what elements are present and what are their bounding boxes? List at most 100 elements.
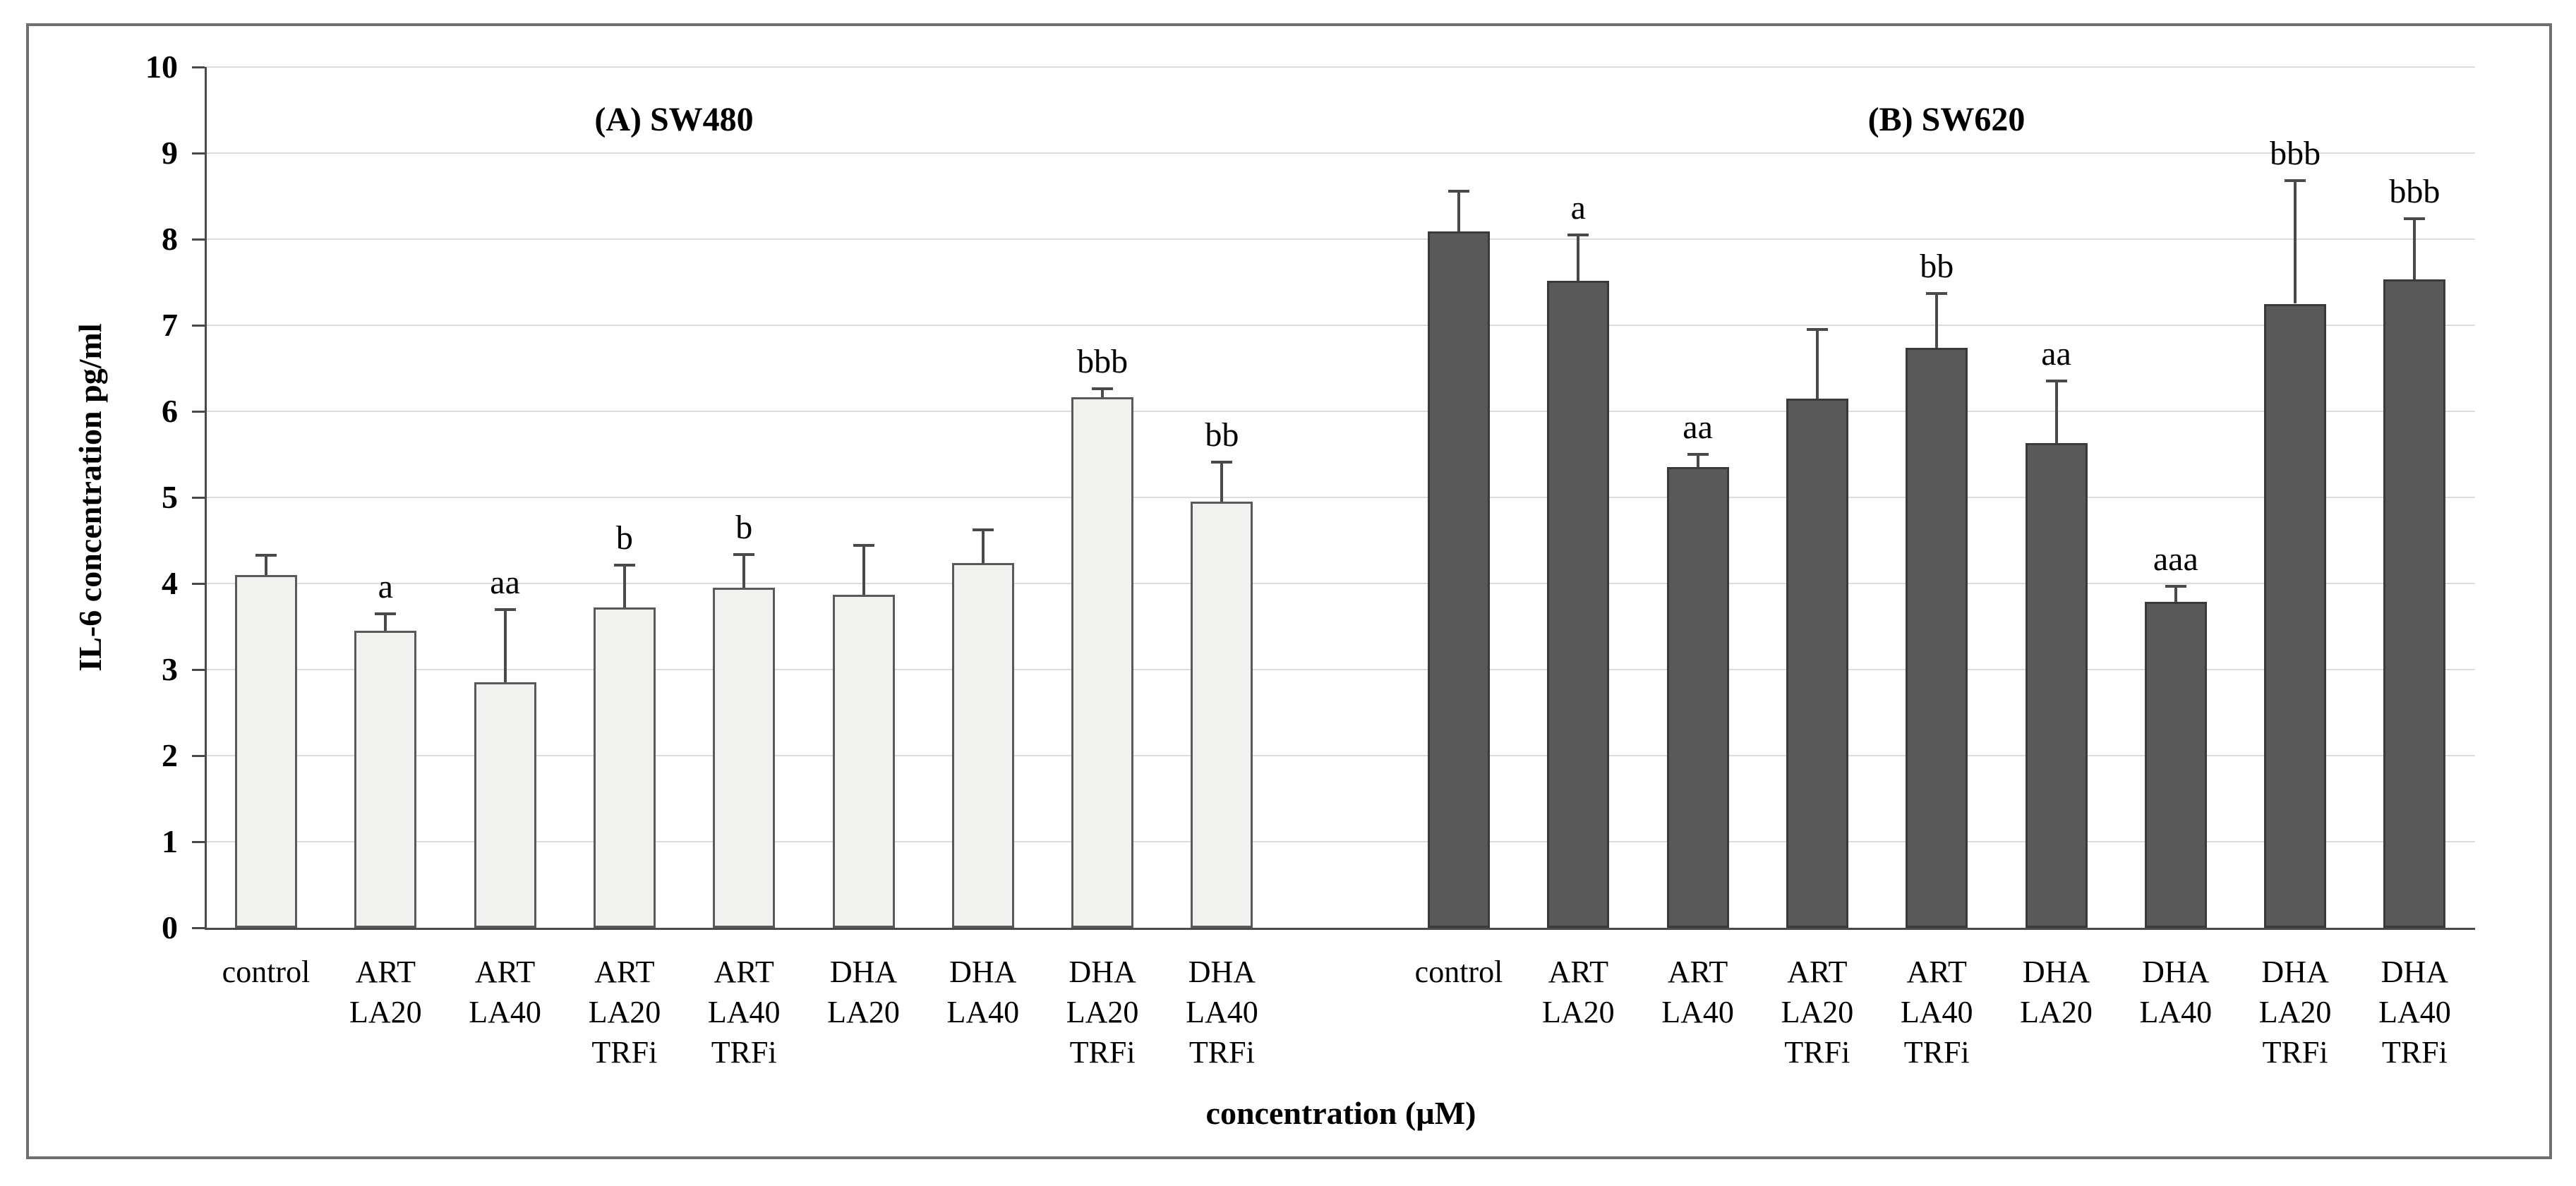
gridline — [205, 755, 2475, 756]
bar — [593, 607, 656, 928]
gridline — [205, 152, 2475, 154]
y-axis-tick — [192, 238, 205, 241]
y-tick-label: 7 — [162, 307, 178, 343]
bar — [832, 594, 895, 928]
error-bar-cap — [733, 552, 755, 556]
significance-label: bbb — [1077, 343, 1128, 381]
y-tick-label: 8 — [162, 221, 178, 257]
error-bar-cap — [2165, 584, 2186, 588]
y-axis-tick — [192, 841, 205, 843]
error-bar-stem — [1577, 234, 1580, 281]
error-bar-cap — [613, 564, 635, 567]
x-tick-label: DHA LA20 TRFi — [2258, 955, 2332, 1070]
y-axis-tick — [192, 755, 205, 757]
significance-label: aa — [1683, 409, 1713, 446]
significance-label: bbb — [2270, 135, 2321, 173]
error-bar-cap — [2285, 179, 2306, 183]
error-bar-cap — [255, 553, 277, 557]
bar — [1428, 231, 1490, 928]
bar — [474, 682, 536, 928]
x-tick-label: ART LA20 — [1541, 955, 1615, 1029]
x-tick-label: DHA LA40 — [2139, 955, 2213, 1029]
figure-border — [26, 23, 2552, 1159]
bar — [2144, 601, 2207, 928]
x-tick-label: DHA LA40 — [946, 955, 1020, 1029]
bar — [1071, 397, 1134, 928]
error-bar-cap — [853, 544, 874, 547]
error-bar-cap — [1448, 189, 1469, 193]
bar — [951, 562, 1014, 928]
x-tick-label: ART LA20 TRFi — [588, 955, 661, 1070]
x-tick-label: ART LA20 — [349, 955, 422, 1029]
gridline — [205, 497, 2475, 498]
bar — [1547, 280, 1610, 928]
x-tick-label: DHA LA40 TRFi — [1186, 955, 1258, 1070]
error-bar-stem — [2413, 218, 2416, 280]
error-bar-cap — [1687, 453, 1709, 456]
y-tick-label: 6 — [162, 393, 178, 429]
x-tick-label: DHA LA40 TRFi — [2378, 955, 2451, 1070]
error-bar-cap — [1092, 387, 1114, 391]
significance-label: b — [615, 519, 633, 557]
y-tick-label: 2 — [162, 737, 178, 773]
y-axis-tick — [192, 927, 205, 929]
x-tick-label: ART LA40 — [469, 955, 541, 1029]
error-bar-stem — [1935, 293, 1939, 348]
bar — [235, 574, 297, 928]
bar — [1666, 467, 1729, 928]
y-tick-label: 5 — [162, 479, 178, 515]
error-bar-stem — [1220, 461, 1224, 502]
y-axis-tick — [192, 66, 205, 68]
significance-label: b — [735, 508, 753, 546]
gridline — [205, 325, 2475, 326]
y-axis-tick — [192, 325, 205, 327]
error-bar-stem — [2054, 381, 2058, 444]
significance-label: aaa — [2153, 540, 2198, 578]
error-bar-stem — [1457, 190, 1460, 231]
x-tick-label: ART LA20 TRFi — [1781, 955, 1854, 1070]
error-bar-cap — [1806, 328, 1828, 332]
significance-label: bb — [1920, 247, 1954, 285]
panel-title: (A) SW480 — [594, 101, 754, 138]
x-axis-title: concentration (µM) — [1205, 1095, 1476, 1131]
y-tick-label: 1 — [162, 823, 178, 859]
x-tick-label: ART LA40 TRFi — [1900, 955, 1973, 1070]
error-bar-stem — [1101, 389, 1105, 398]
bar — [1906, 347, 1968, 928]
error-bar-cap — [494, 607, 516, 611]
gridline — [205, 669, 2475, 670]
significance-label: bb — [1205, 416, 1239, 454]
error-bar-stem — [981, 530, 985, 563]
error-bar-stem — [742, 554, 746, 588]
bar — [713, 588, 776, 928]
gridline — [205, 411, 2475, 412]
error-bar-stem — [862, 545, 865, 595]
bar — [2264, 303, 2327, 928]
error-bar-stem — [622, 565, 626, 608]
x-tick-label: DHA LA20 — [827, 955, 900, 1029]
error-bar-stem — [384, 613, 387, 631]
error-bar-stem — [503, 609, 507, 683]
x-tick-label: DHA LA20 TRFi — [1066, 955, 1139, 1070]
y-axis-line — [205, 67, 207, 930]
error-bar-stem — [1696, 454, 1699, 468]
error-bar-cap — [1567, 233, 1589, 236]
gridline — [205, 841, 2475, 842]
gridline — [205, 66, 2475, 68]
bar — [1191, 502, 1253, 928]
x-tick-label: control — [222, 955, 311, 989]
y-axis-tick — [192, 497, 205, 499]
x-tick-label: ART LA40 — [1661, 955, 1734, 1029]
y-axis-tick — [192, 669, 205, 671]
error-bar-stem — [1815, 329, 1819, 399]
significance-label: bbb — [2389, 172, 2440, 210]
significance-label: aa — [490, 563, 520, 601]
gridline — [205, 238, 2475, 240]
y-tick-label: 4 — [162, 565, 178, 601]
bar — [354, 631, 417, 928]
significance-label: a — [1570, 188, 1586, 226]
y-axis-tick — [192, 583, 205, 585]
x-tick-label: DHA LA20 — [2020, 955, 2093, 1029]
bar — [1786, 398, 1848, 928]
